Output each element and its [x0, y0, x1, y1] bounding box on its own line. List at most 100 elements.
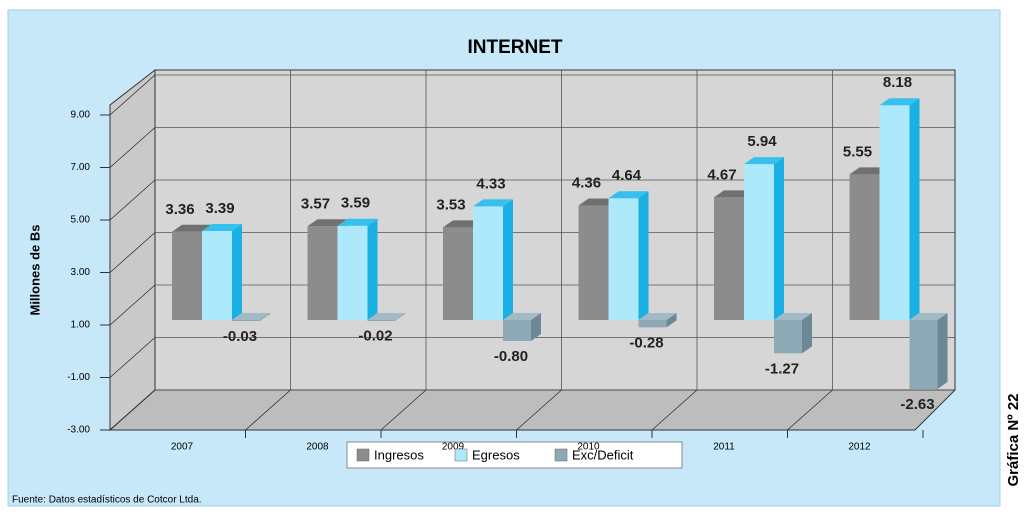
- y-tick-label: 7.00: [71, 162, 91, 173]
- bar-side: [774, 157, 784, 320]
- data-label: 3.53: [436, 196, 465, 213]
- data-label: -0.02: [358, 327, 392, 344]
- bar: [367, 313, 406, 321]
- grid-line: [109, 284, 156, 326]
- data-label: 4.36: [572, 175, 601, 192]
- bar-front: [473, 206, 503, 320]
- bar: [879, 98, 920, 321]
- data-label: -2.63: [900, 396, 934, 413]
- y-tick-label: -3.00: [67, 425, 90, 436]
- data-label: -0.03: [223, 328, 257, 345]
- floor-line: [245, 389, 291, 431]
- data-label: 4.33: [476, 175, 505, 192]
- bar-top: [172, 224, 212, 232]
- bar-top: [337, 218, 378, 226]
- bar: [232, 313, 270, 321]
- y-tick-label: 3.00: [71, 267, 91, 278]
- y-tick-label: 9.00: [71, 110, 91, 121]
- bar-front: [307, 226, 338, 320]
- legend-label: Egresos: [472, 447, 520, 462]
- bar-front: [608, 198, 639, 320]
- side-wall: [109, 68, 156, 432]
- bar-front: [578, 205, 609, 320]
- bar: [744, 157, 784, 320]
- back-wall: [154, 69, 956, 391]
- data-label: -0.28: [629, 334, 663, 351]
- grid-line: [109, 232, 156, 273]
- bar-top: [879, 98, 920, 106]
- x-tick-label: 2009: [442, 442, 465, 453]
- bar-front: [367, 320, 396, 321]
- bar-front: [443, 227, 473, 320]
- bar-front: [849, 174, 880, 320]
- bar: [774, 313, 812, 354]
- chart-title: INTERNET: [468, 37, 563, 58]
- bar-side: [260, 313, 270, 321]
- bar-top: [774, 313, 812, 320]
- side-label: Gráfica Nº 22: [1005, 393, 1022, 486]
- bar-front: [172, 231, 202, 320]
- bar-top: [367, 313, 406, 320]
- data-label: 5.94: [747, 133, 777, 150]
- bar-top: [503, 313, 541, 320]
- y-axis-label: Millones de Bs: [27, 224, 42, 315]
- bar-top: [307, 219, 348, 227]
- bar-top: [473, 199, 513, 207]
- bar-side: [395, 313, 406, 321]
- bar: [202, 224, 242, 320]
- grid-line: [109, 179, 156, 221]
- bar-front: [232, 320, 260, 321]
- floor-line: [787, 389, 833, 431]
- bar: [473, 199, 513, 320]
- data-label: 3.36: [165, 201, 194, 218]
- bar-side: [937, 313, 948, 390]
- data-label: 3.59: [341, 195, 370, 212]
- bar-front: [879, 105, 910, 321]
- y-tick-label: 1.00: [71, 320, 91, 331]
- floor: [108, 389, 957, 431]
- bar-front: [909, 320, 938, 390]
- source-note: Fuente: Datos estadísticos de Cotcor Ltd…: [12, 495, 202, 506]
- bar: [503, 313, 541, 341]
- bar: [909, 313, 948, 390]
- bar-front: [714, 197, 744, 320]
- data-label: -0.80: [494, 348, 528, 365]
- data-label: 4.67: [707, 166, 736, 183]
- data-label: 3.57: [301, 195, 330, 212]
- data-label: 3.39: [205, 200, 234, 217]
- bar-top: [202, 224, 242, 232]
- bar-front: [337, 225, 368, 320]
- bar-front: [202, 231, 232, 320]
- bar-side: [503, 199, 513, 320]
- legend: [346, 441, 683, 469]
- floor-line: [516, 389, 562, 431]
- y-tick-label: 5.00: [71, 215, 91, 226]
- floor-line: [651, 389, 698, 431]
- legend-label: Ingresos: [374, 447, 424, 462]
- bar-top: [638, 313, 677, 320]
- data-label: 5.55: [843, 143, 872, 160]
- data-label: -1.27: [765, 360, 799, 377]
- bar-side: [232, 224, 242, 320]
- data-label: 4.64: [612, 167, 642, 184]
- bar-side: [909, 98, 920, 321]
- x-tick-label: 2010: [577, 442, 600, 453]
- bar-side: [666, 313, 677, 328]
- grid-line: [109, 127, 156, 168]
- bar-top: [744, 157, 784, 165]
- bar: [608, 191, 649, 320]
- bar-front: [774, 320, 802, 354]
- bar-side: [802, 313, 812, 354]
- x-tick-label: 2007: [171, 442, 194, 453]
- legend-swatch: [454, 448, 468, 462]
- grid-line: [109, 74, 156, 116]
- legend-swatch: [356, 448, 370, 462]
- x-tick-label: 2008: [306, 442, 329, 453]
- floor-line: [380, 389, 427, 431]
- grid-line: [109, 337, 156, 378]
- bar-side: [367, 218, 378, 320]
- bar-side: [638, 191, 649, 320]
- legend-swatch: [554, 448, 568, 462]
- x-tick-label: 2012: [848, 442, 871, 453]
